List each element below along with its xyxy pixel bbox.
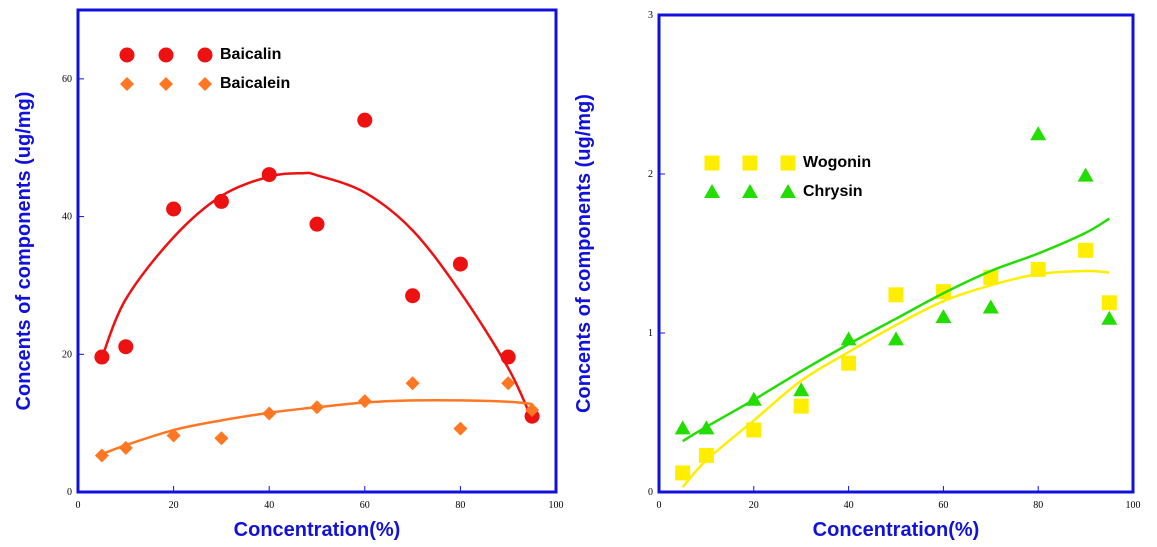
x-tick-label: 0 bbox=[657, 500, 662, 511]
point bbox=[675, 465, 690, 480]
point bbox=[794, 399, 809, 414]
point bbox=[1078, 168, 1094, 182]
y-tick-label: 20 bbox=[62, 349, 72, 360]
legend-marker bbox=[198, 77, 212, 91]
point bbox=[1031, 262, 1046, 277]
y-axis-label: Concents of components (ug/mg) bbox=[573, 94, 595, 413]
x-axis-label: Concentration(%) bbox=[813, 519, 980, 541]
point bbox=[357, 113, 372, 128]
legend-marker bbox=[705, 156, 720, 171]
x-tick-label: 60 bbox=[938, 500, 948, 511]
point bbox=[214, 194, 229, 209]
legend-marker bbox=[120, 48, 135, 63]
point bbox=[262, 407, 276, 421]
point bbox=[310, 217, 325, 232]
point bbox=[675, 420, 691, 434]
point bbox=[746, 392, 762, 406]
legend-label: Wogonin bbox=[803, 154, 871, 171]
legend-marker bbox=[742, 184, 758, 198]
point bbox=[453, 257, 468, 272]
legend-marker bbox=[780, 184, 796, 198]
point bbox=[746, 422, 761, 437]
legend-marker bbox=[159, 77, 173, 91]
figure: 0204060801000204060Concentration(%)Conce… bbox=[0, 0, 1157, 547]
legend-marker bbox=[781, 156, 796, 171]
x-tick-label: 100 bbox=[549, 500, 564, 511]
point bbox=[94, 350, 109, 365]
legend-label: Chrysin bbox=[803, 183, 863, 200]
point bbox=[983, 300, 999, 314]
point bbox=[95, 449, 109, 463]
point bbox=[406, 376, 420, 390]
point bbox=[841, 356, 856, 371]
y-tick-label: 1 bbox=[648, 328, 653, 339]
legend-marker bbox=[159, 48, 174, 63]
legend-label: Baicalin bbox=[220, 46, 281, 63]
y-tick-label: 0 bbox=[67, 487, 72, 498]
x-tick-label: 80 bbox=[1033, 500, 1043, 511]
point bbox=[453, 422, 467, 436]
point bbox=[889, 287, 904, 302]
point bbox=[1030, 126, 1046, 140]
point bbox=[118, 339, 133, 354]
legend-marker bbox=[198, 48, 213, 63]
y-tick-label: 3 bbox=[648, 10, 653, 21]
point bbox=[841, 331, 857, 345]
y-tick-label: 0 bbox=[648, 487, 653, 498]
point bbox=[214, 431, 228, 445]
y-tick-label: 2 bbox=[648, 169, 653, 180]
x-tick-label: 100 bbox=[1126, 500, 1141, 511]
x-tick-label: 40 bbox=[844, 500, 854, 511]
y-tick-label: 60 bbox=[62, 74, 72, 85]
x-axis-label: Concentration(%) bbox=[234, 519, 401, 541]
point bbox=[699, 448, 714, 463]
plot-frame bbox=[78, 10, 556, 492]
point bbox=[501, 350, 516, 365]
point bbox=[405, 288, 420, 303]
x-tick-label: 40 bbox=[264, 500, 274, 511]
y-axis-label: Concents of components (ug/mg) bbox=[13, 92, 35, 411]
x-tick-label: 20 bbox=[169, 500, 179, 511]
legend-marker bbox=[743, 156, 758, 171]
point bbox=[166, 201, 181, 216]
point bbox=[935, 309, 951, 323]
point bbox=[262, 167, 277, 182]
point bbox=[310, 400, 324, 414]
x-tick-label: 80 bbox=[455, 500, 465, 511]
fit-curve bbox=[683, 219, 1110, 442]
x-tick-label: 0 bbox=[76, 500, 81, 511]
point bbox=[1078, 243, 1093, 258]
legend-marker bbox=[120, 77, 134, 91]
point bbox=[888, 331, 904, 345]
legend-marker bbox=[704, 184, 720, 198]
plot-frame bbox=[659, 15, 1133, 492]
legend-label: Baicalein bbox=[220, 75, 290, 92]
y-tick-label: 40 bbox=[62, 212, 72, 223]
point bbox=[1102, 295, 1117, 310]
x-tick-label: 60 bbox=[360, 500, 370, 511]
fit-curve bbox=[683, 271, 1110, 487]
point bbox=[1101, 311, 1117, 325]
point bbox=[358, 394, 372, 408]
x-tick-label: 20 bbox=[749, 500, 759, 511]
